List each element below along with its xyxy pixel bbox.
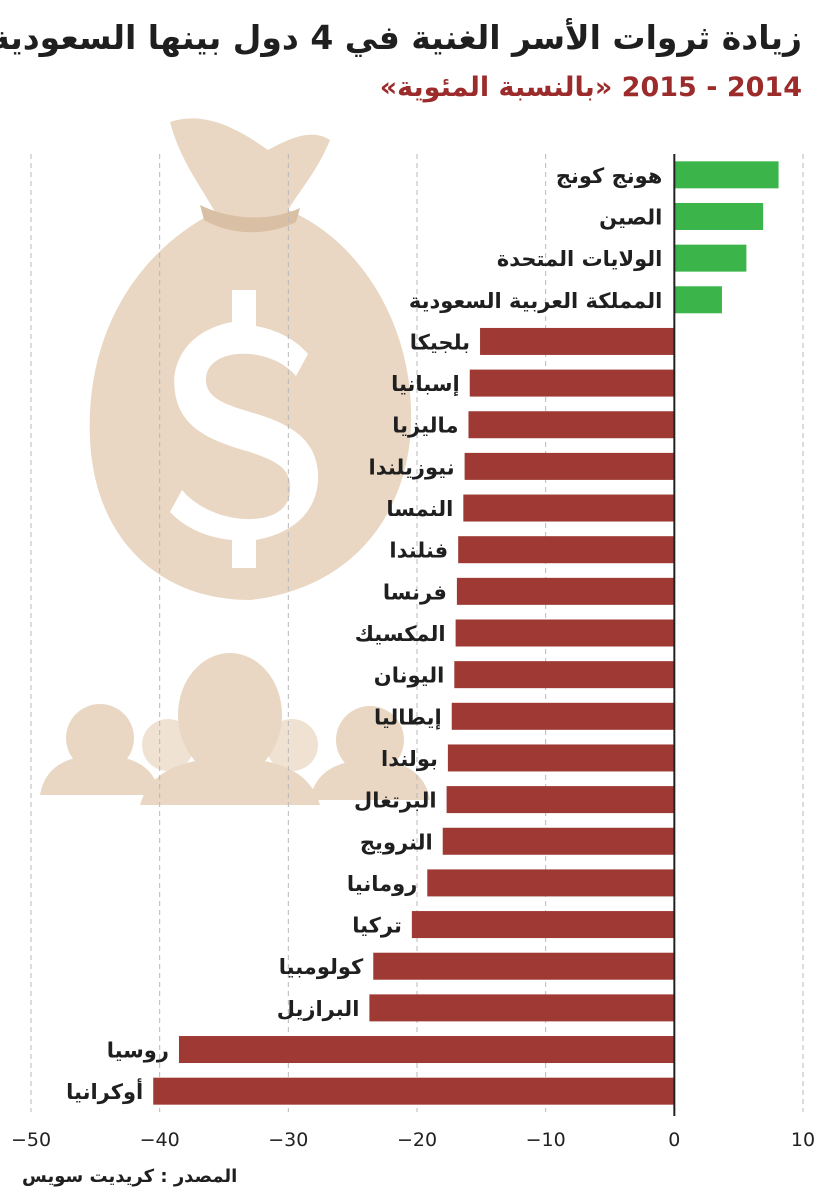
category-label: النرويج bbox=[360, 830, 433, 854]
category-label: تركيا bbox=[352, 914, 402, 938]
money-bag-icon bbox=[89, 118, 412, 600]
category-label: نيوزيلندا bbox=[369, 455, 455, 479]
category-label: إسبانيا bbox=[391, 372, 460, 396]
category-label: ماليزيا bbox=[392, 414, 458, 438]
bar bbox=[456, 577, 675, 605]
bar bbox=[427, 869, 675, 897]
bar bbox=[373, 952, 675, 980]
bars bbox=[153, 161, 779, 1105]
category-label: إيطاليا bbox=[374, 705, 442, 729]
bar bbox=[469, 369, 675, 397]
category-label: المكسيك bbox=[355, 622, 446, 646]
bar bbox=[178, 1036, 675, 1064]
category-label: فرنسا bbox=[383, 580, 447, 604]
category-label: كولومبيا bbox=[279, 955, 364, 979]
bar bbox=[451, 702, 675, 730]
bar bbox=[674, 244, 747, 272]
bar bbox=[447, 744, 675, 772]
bar bbox=[674, 202, 764, 230]
source-note: المصدر : كريديت سويس bbox=[22, 1166, 238, 1187]
category-label: الصين bbox=[599, 205, 662, 229]
dollar-sign-icon bbox=[170, 290, 319, 568]
x-tick-label: −10 bbox=[526, 1129, 566, 1151]
category-label: أوكرانيا bbox=[66, 1077, 143, 1104]
x-tick-label: −50 bbox=[11, 1129, 51, 1151]
background-illustration bbox=[40, 118, 430, 805]
x-tick-label: 0 bbox=[668, 1129, 680, 1151]
chart-subtitle: 2014 - 2015 «بالنسبة المئوية» bbox=[379, 72, 802, 103]
bar bbox=[464, 452, 675, 480]
category-label: المملكة العربية السعودية bbox=[409, 289, 662, 313]
bar bbox=[480, 327, 675, 355]
category-label: رومانيا bbox=[347, 872, 417, 896]
category-labels: هونج كونج الصين الولايات المتحدة المملكة ال… bbox=[66, 164, 662, 1104]
x-axis: −50 −40 −30 −20 −10 0 10 bbox=[11, 154, 815, 1151]
bar bbox=[369, 994, 675, 1022]
category-label: البرازيل bbox=[277, 997, 360, 1021]
bar bbox=[442, 827, 675, 855]
category-label: هونج كونج bbox=[556, 164, 662, 188]
bar bbox=[153, 1077, 675, 1105]
x-tick-label: −20 bbox=[397, 1129, 437, 1151]
bar bbox=[458, 536, 675, 564]
people-icon bbox=[40, 653, 430, 805]
category-label: روسيا bbox=[107, 1039, 169, 1063]
bar bbox=[468, 411, 675, 439]
x-tick-label: 10 bbox=[791, 1129, 815, 1151]
bar bbox=[446, 786, 675, 814]
category-label: النمسا bbox=[386, 497, 453, 521]
category-label: الولايات المتحدة bbox=[497, 247, 662, 271]
bar bbox=[455, 619, 675, 647]
bar bbox=[674, 161, 779, 189]
bar bbox=[674, 286, 722, 314]
bar bbox=[411, 911, 675, 939]
x-tick-label: −40 bbox=[140, 1129, 180, 1151]
bar bbox=[463, 494, 675, 522]
chart-title: زيادة ثروات الأسر الغنية في 4 دول بينها … bbox=[0, 18, 802, 57]
money-bag-tie-icon bbox=[200, 205, 300, 233]
bar bbox=[454, 661, 675, 689]
category-label: بولندا bbox=[381, 747, 438, 771]
category-label: اليونان bbox=[374, 664, 445, 688]
category-label: بلجيكا bbox=[410, 330, 470, 354]
category-label: البرتغال bbox=[354, 789, 437, 813]
category-label: فنلندا bbox=[389, 539, 448, 563]
x-tick-label: −30 bbox=[268, 1129, 308, 1151]
